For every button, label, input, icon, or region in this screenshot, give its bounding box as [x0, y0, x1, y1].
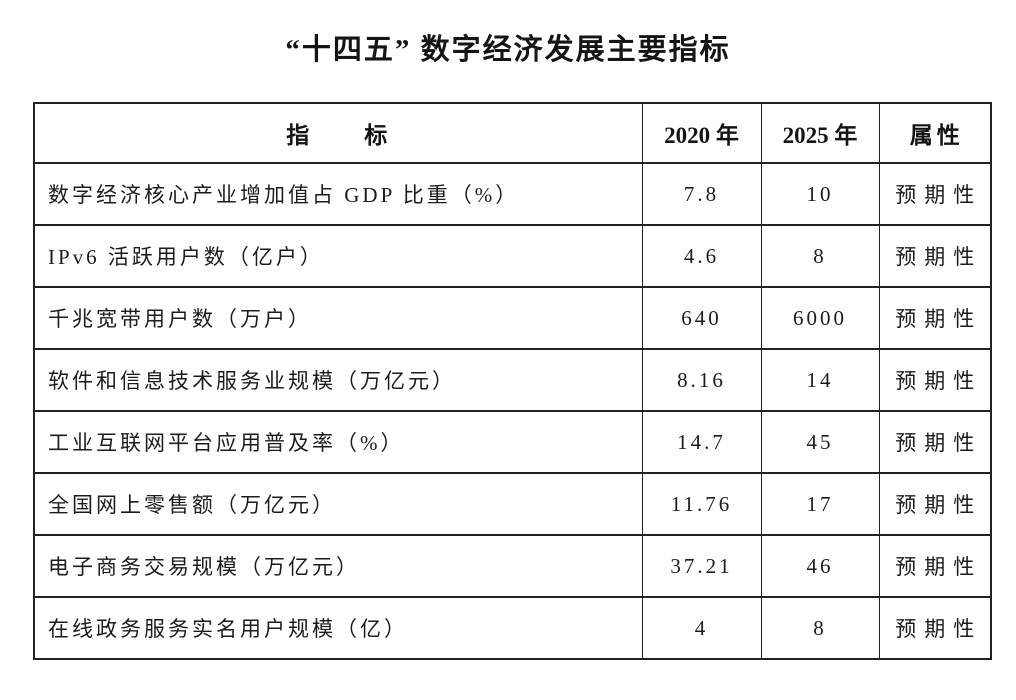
cell-2025-value: 46	[760, 534, 880, 598]
document-page: “十四五” 数字经济发展主要指标 指 标 2020 年 2025 年 属性 数字…	[0, 26, 1016, 660]
cell-indicator: 在线政务服务实名用户规模（亿）	[33, 596, 643, 660]
cell-2020-value: 4	[641, 596, 762, 660]
cell-2020-value: 37.21	[641, 534, 762, 598]
cell-2025-value: 17	[760, 472, 880, 536]
table-row: 电子商务交易规模（万亿元） 37.21 46 预期性	[33, 534, 992, 598]
header-year-2025: 2025 年	[760, 102, 880, 164]
table-row: 全国网上零售额（万亿元） 11.76 17 预期性	[33, 472, 992, 536]
cell-indicator: 软件和信息技术服务业规模（万亿元）	[33, 348, 643, 412]
cell-2025-value: 6000	[760, 286, 880, 350]
cell-attribute: 预期性	[878, 472, 992, 536]
cell-2025-value: 8	[760, 596, 880, 660]
cell-indicator: 全国网上零售额（万亿元）	[33, 472, 643, 536]
cell-attribute: 预期性	[878, 162, 992, 226]
cell-2025-value: 8	[760, 224, 880, 288]
header-year-2020: 2020 年	[641, 102, 762, 164]
cell-attribute: 预期性	[878, 286, 992, 350]
header-attribute: 属性	[878, 102, 992, 164]
cell-2020-value: 7.8	[641, 162, 762, 226]
table-row: 工业互联网平台应用普及率（%） 14.7 45 预期性	[33, 410, 992, 474]
table-row: IPv6 活跃用户数（亿户） 4.6 8 预期性	[33, 224, 992, 288]
table-row: 数字经济核心产业增加值占 GDP 比重（%） 7.8 10 预期性	[33, 162, 992, 226]
indicators-table: 指 标 2020 年 2025 年 属性 数字经济核心产业增加值占 GDP 比重…	[33, 102, 992, 660]
cell-indicator: IPv6 活跃用户数（亿户）	[33, 224, 643, 288]
cell-2025-value: 14	[760, 348, 880, 412]
cell-indicator: 电子商务交易规模（万亿元）	[33, 534, 643, 598]
table-row: 千兆宽带用户数（万户） 640 6000 预期性	[33, 286, 992, 350]
cell-2020-value: 640	[641, 286, 762, 350]
cell-indicator: 工业互联网平台应用普及率（%）	[33, 410, 643, 474]
cell-indicator: 数字经济核心产业增加值占 GDP 比重（%）	[33, 162, 643, 226]
cell-2020-value: 14.7	[641, 410, 762, 474]
table-header-row: 指 标 2020 年 2025 年 属性	[33, 102, 992, 164]
page-title: “十四五” 数字经济发展主要指标	[285, 34, 731, 66]
cell-attribute: 预期性	[878, 410, 992, 474]
cell-2025-value: 45	[760, 410, 880, 474]
table-row: 软件和信息技术服务业规模（万亿元） 8.16 14 预期性	[33, 348, 992, 412]
cell-attribute: 预期性	[878, 348, 992, 412]
cell-2020-value: 4.6	[641, 224, 762, 288]
cell-2020-value: 8.16	[641, 348, 762, 412]
table-row: 在线政务服务实名用户规模（亿） 4 8 预期性	[33, 596, 992, 660]
cell-attribute: 预期性	[878, 534, 992, 598]
cell-indicator: 千兆宽带用户数（万户）	[33, 286, 643, 350]
cell-attribute: 预期性	[878, 596, 992, 660]
header-indicator: 指 标	[33, 102, 643, 164]
cell-2025-value: 10	[760, 162, 880, 226]
cell-2020-value: 11.76	[641, 472, 762, 536]
cell-attribute: 预期性	[878, 224, 992, 288]
